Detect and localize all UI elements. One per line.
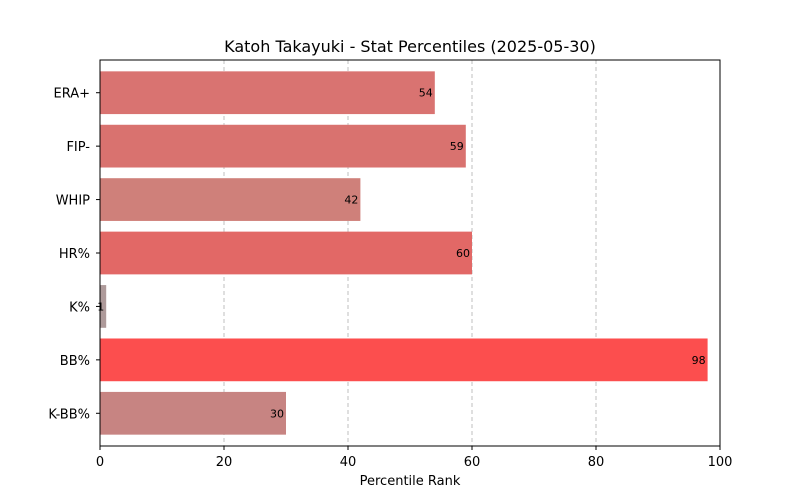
bar (100, 178, 361, 221)
bar (100, 338, 708, 382)
x-tick-label: 60 (464, 455, 481, 470)
bar-value-label: 30 (270, 407, 284, 420)
bar-value-label: 54 (419, 87, 433, 100)
y-tick-label: K-BB% (48, 407, 90, 422)
bar (100, 391, 286, 435)
x-axis-ticks: 0 20 40 60 80 100 (96, 446, 733, 470)
y-tick-label: WHIP (56, 194, 90, 209)
x-tick-label: 80 (588, 455, 605, 470)
bar-value-label: 98 (692, 354, 706, 367)
bar (100, 285, 107, 328)
y-axis-ticks: ERA+ FIP- WHIP HR% K% BB% K-BB% (48, 87, 100, 422)
y-tick-label: HR% (59, 247, 90, 262)
x-tick-label: 20 (216, 455, 233, 470)
y-tick-label: FIP- (66, 140, 90, 155)
bar-value-label: 1 (97, 300, 104, 313)
bar-value-label: 42 (344, 194, 358, 207)
x-axis-label: Percentile Rank (360, 474, 461, 489)
x-tick-label: 40 (340, 455, 357, 470)
data-labels: 54 59 42 60 1 98 30 (97, 87, 705, 421)
bar-value-label: 60 (456, 247, 470, 260)
y-tick-label: BB% (60, 354, 90, 369)
bar (100, 231, 472, 275)
y-tick-label: ERA+ (53, 87, 90, 102)
bar (100, 124, 466, 168)
x-tick-label: 0 (96, 455, 104, 470)
bar-value-label: 59 (450, 140, 464, 153)
bars (100, 71, 708, 435)
y-tick-label: K% (69, 300, 90, 315)
chart-title: Katoh Takayuki - Stat Percentiles (2025-… (224, 37, 596, 56)
bar (100, 71, 435, 115)
x-tick-label: 100 (708, 455, 733, 470)
